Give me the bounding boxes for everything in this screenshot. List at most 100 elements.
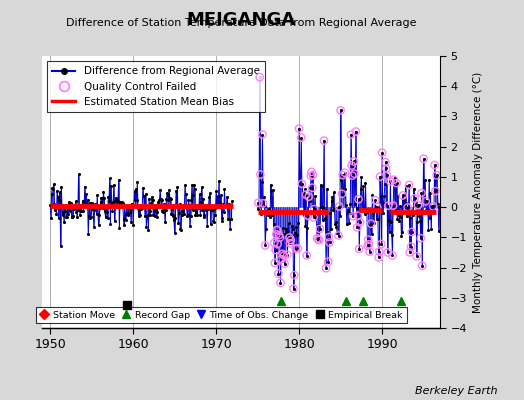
Point	[334, 228, 342, 235]
Point	[163, 189, 171, 196]
Point	[288, 222, 297, 229]
Point	[94, 211, 102, 217]
Point	[225, 204, 234, 210]
Point	[302, 192, 310, 198]
Point	[334, 232, 343, 239]
Point	[323, 186, 331, 192]
Point	[258, 131, 267, 138]
Point	[390, 175, 399, 181]
Point	[115, 225, 124, 232]
Point	[89, 206, 97, 212]
Point	[271, 247, 280, 253]
Point	[432, 175, 440, 181]
Point	[327, 226, 335, 232]
Point	[126, 206, 134, 212]
Point	[48, 185, 57, 191]
Point	[92, 211, 101, 218]
Point	[144, 226, 152, 233]
Point	[406, 215, 414, 221]
Point	[256, 74, 264, 80]
Point	[417, 235, 425, 242]
Point	[367, 231, 376, 238]
Point	[213, 204, 221, 210]
Point	[417, 190, 425, 196]
Point	[376, 174, 384, 180]
Point	[90, 224, 98, 230]
Point	[373, 204, 381, 210]
Point	[298, 180, 306, 187]
Point	[260, 202, 269, 209]
Point	[275, 232, 283, 238]
Point	[362, 206, 370, 212]
Point	[189, 192, 198, 198]
Point	[277, 256, 286, 262]
Point	[152, 214, 161, 220]
Point	[350, 170, 358, 177]
Point	[367, 220, 375, 227]
Point	[106, 221, 115, 228]
Point	[258, 131, 267, 138]
Point	[306, 198, 314, 204]
Point	[203, 223, 211, 229]
Point	[148, 197, 157, 204]
Point	[282, 228, 291, 235]
Title: MEIGANGA: MEIGANGA	[187, 12, 296, 30]
Point	[51, 205, 60, 211]
Point	[209, 207, 217, 213]
Point	[214, 200, 222, 207]
Point	[67, 200, 75, 206]
Point	[112, 195, 120, 201]
Point	[342, 202, 351, 209]
Point	[289, 286, 298, 292]
Point	[104, 193, 113, 200]
Point	[339, 172, 347, 178]
Point	[70, 206, 78, 212]
Point	[358, 205, 367, 212]
Point	[367, 220, 375, 227]
Point	[399, 205, 408, 211]
Point	[136, 212, 144, 218]
Point	[340, 193, 348, 199]
Point	[133, 179, 141, 185]
Point	[393, 216, 401, 222]
Point	[131, 197, 139, 203]
Point	[422, 207, 431, 214]
Point	[46, 202, 54, 208]
Point	[313, 235, 321, 242]
Point	[278, 251, 287, 257]
Point	[398, 229, 406, 236]
Point	[200, 214, 209, 220]
Point	[294, 220, 303, 226]
Point	[346, 201, 354, 207]
Point	[418, 262, 427, 269]
Point	[412, 253, 421, 260]
Point	[375, 254, 383, 261]
Point	[62, 214, 70, 220]
Point	[157, 197, 166, 203]
Point	[382, 165, 390, 172]
Point	[419, 156, 428, 162]
Point	[177, 226, 185, 233]
Point	[261, 226, 270, 232]
Point	[74, 207, 82, 214]
Point	[313, 222, 322, 228]
Point	[116, 198, 124, 205]
Point	[152, 206, 160, 212]
Point	[349, 213, 357, 220]
Point	[68, 214, 77, 220]
Point	[108, 208, 117, 214]
Point	[208, 206, 216, 213]
Point	[303, 225, 312, 231]
Point	[59, 212, 67, 218]
Point	[113, 203, 122, 210]
Point	[414, 202, 422, 208]
Point	[220, 209, 228, 215]
Point	[392, 180, 401, 186]
Point	[373, 204, 381, 210]
Point	[365, 248, 374, 255]
Point	[213, 193, 222, 199]
Point	[182, 202, 191, 208]
Point	[109, 199, 117, 206]
Point	[365, 241, 373, 248]
Point	[76, 212, 84, 218]
